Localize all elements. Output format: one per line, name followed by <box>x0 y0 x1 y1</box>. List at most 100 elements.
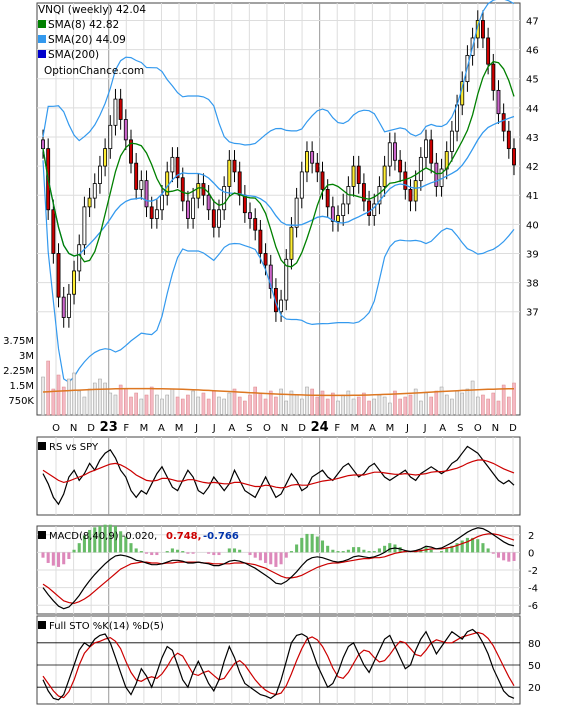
volume-bar <box>351 398 356 416</box>
volume-marks <box>41 360 516 416</box>
candle-body <box>284 258 289 301</box>
macd-value: 0.748, <box>166 531 201 542</box>
macd-histogram-bar <box>51 552 55 566</box>
x-tick-label: J <box>405 423 409 434</box>
macd-tick-label: 0 <box>528 548 534 559</box>
volume-bar <box>258 392 263 416</box>
candle-body <box>449 130 454 152</box>
macd-histogram-bar <box>62 552 66 565</box>
rs-average-line <box>42 459 515 489</box>
volume-bar <box>429 396 433 416</box>
candle-body <box>113 98 118 126</box>
candle-body <box>160 194 164 211</box>
candle-body <box>429 139 434 164</box>
macd-histogram-bar <box>310 533 314 553</box>
volume-bar <box>305 386 309 416</box>
candle-body <box>361 183 366 202</box>
macd-histogram-bar <box>165 551 169 553</box>
volume-bar <box>486 398 490 416</box>
candle-body <box>134 162 139 190</box>
candle-body <box>222 186 227 211</box>
volume-bar <box>300 398 304 416</box>
price-tick-label: 39 <box>526 249 539 260</box>
candle-body <box>424 139 428 158</box>
volume-bar <box>444 394 449 416</box>
sma8-line <box>42 60 515 268</box>
volume-bar <box>434 390 439 416</box>
volume-bar <box>217 396 221 416</box>
macd-title: MACD(8,40,9) -0.020, <box>49 531 157 542</box>
volume-bar <box>284 400 289 416</box>
macd-tick-label: -4 <box>528 584 538 595</box>
macd-histogram-bar <box>315 536 319 553</box>
macd-histogram-bar <box>98 526 102 553</box>
volume-bar <box>481 394 485 416</box>
volume-bar <box>413 388 418 416</box>
volume-bar <box>82 396 87 416</box>
macd-histogram-bar <box>289 551 293 553</box>
volume-bar <box>507 396 511 416</box>
volume-bar <box>362 392 366 416</box>
volume-bar <box>460 392 465 416</box>
candle-body <box>356 165 361 184</box>
candle-body <box>232 159 237 173</box>
candle-body <box>268 264 273 289</box>
volume-bar <box>501 384 506 416</box>
macd-histogram-bar <box>191 552 195 554</box>
candle-body <box>299 171 304 199</box>
macd-histogram-bar <box>155 552 159 556</box>
volume-bar <box>92 382 97 416</box>
volume-bar <box>356 396 361 416</box>
legend-swatch-sma8 <box>38 20 46 28</box>
candle-body <box>294 197 299 228</box>
macd-histogram-bar <box>176 549 180 553</box>
macd-histogram-bar <box>144 552 149 554</box>
x-tick-label: O <box>474 423 482 434</box>
x-tick-label: M <box>140 423 149 434</box>
sto-tick-label: 50 <box>528 661 541 672</box>
macd-histogram-bar <box>300 537 304 553</box>
sto-k-line <box>42 628 515 701</box>
volume-bar <box>450 398 454 416</box>
volume-bar <box>77 390 82 416</box>
candle-body <box>61 296 66 318</box>
volume-bar <box>475 396 480 416</box>
macd-histogram-bar <box>238 549 242 553</box>
macd-histogram-bar <box>284 552 288 558</box>
candle-body <box>413 180 418 202</box>
x-tick-label: S <box>246 423 252 434</box>
candle-body <box>92 183 97 199</box>
macd-histogram-bar <box>357 547 361 553</box>
legend-swatch-sma20 <box>38 35 46 43</box>
price-tick-label: 47 <box>526 16 539 27</box>
macd-histogram-bar <box>258 552 262 561</box>
candle-body <box>66 293 71 318</box>
grid-lines <box>37 3 520 704</box>
x-tick-label: D <box>87 423 95 434</box>
x-tick-label: 24 <box>311 420 329 435</box>
x-tick-label: O <box>52 423 60 434</box>
x-tick-label: A <box>228 423 235 434</box>
candle-body <box>87 197 92 208</box>
volume-bar <box>191 390 195 416</box>
volume-bar <box>336 400 340 416</box>
candle-body <box>387 142 392 167</box>
candle-body <box>253 218 258 231</box>
candle-body <box>315 162 320 173</box>
macd-histogram-bar <box>372 551 376 553</box>
volume-bar <box>470 380 475 416</box>
candle-body <box>154 209 159 219</box>
macd-marks <box>41 524 516 610</box>
macd-histogram-bar <box>269 552 273 565</box>
volume-bar <box>46 360 50 416</box>
macd-histogram-bar <box>491 552 495 554</box>
macd-histogram-bar <box>139 551 143 553</box>
x-tick-label: A <box>158 423 165 434</box>
macd-histogram-bar <box>377 548 381 553</box>
volume-bar <box>61 386 66 416</box>
volume-bar <box>67 378 71 416</box>
macd-histogram-bar <box>129 543 133 553</box>
candle-body <box>491 63 496 91</box>
volume-bar <box>455 390 459 416</box>
